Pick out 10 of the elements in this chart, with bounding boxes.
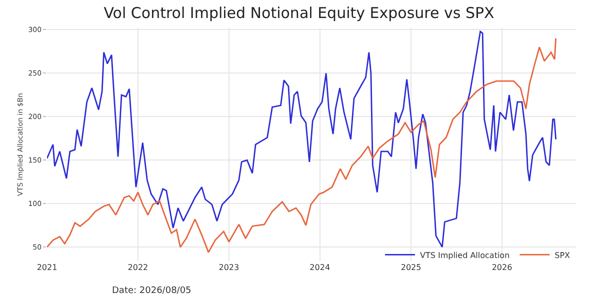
text: Date: 2026/08/05 [112,286,192,296]
x-tick-label: 2026 [492,263,512,272]
x-tick-label: 2025 [400,263,422,272]
legend-label: VTS Implied Allocation [420,250,510,260]
legend-label: SPX [554,250,571,260]
chart-title: Vol Control Implied Notional Equity Exposure vs SPX [104,4,494,22]
x-tick-label: 2023 [218,263,240,272]
x-tick-label: 2021 [36,263,58,272]
x-tick-label: 2024 [310,263,330,272]
x-tick-label: 2022 [128,263,148,272]
